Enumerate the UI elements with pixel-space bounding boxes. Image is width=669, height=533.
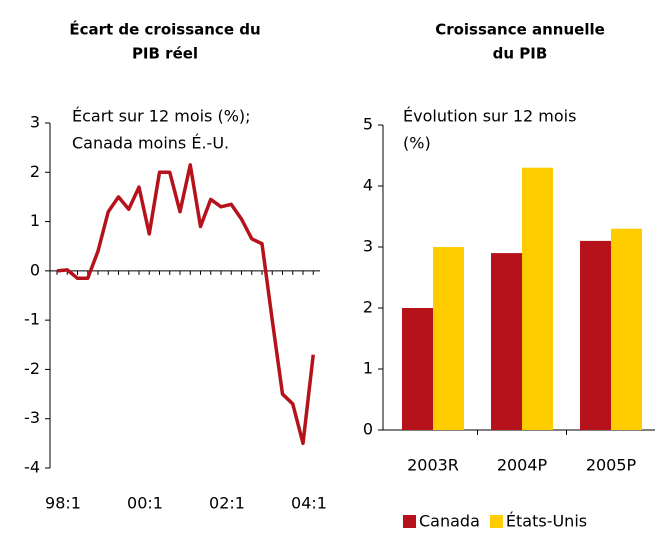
y-tick-label: 1	[30, 211, 40, 230]
x-tick-label: 02:1	[209, 494, 245, 513]
bar	[491, 253, 522, 430]
x-tick-label: 2004P	[497, 456, 548, 475]
annotation: (%)	[403, 134, 431, 153]
legend-swatch	[489, 515, 503, 528]
bar	[402, 308, 433, 430]
y-tick-label: 5	[363, 115, 373, 134]
y-tick-label: 2	[30, 162, 40, 181]
x-tick-label: 04:1	[291, 494, 327, 513]
bar	[433, 247, 464, 430]
annotation: Canada moins É.-U.	[72, 134, 229, 153]
y-tick-label: -1	[24, 310, 40, 329]
y-tick-label: 3	[363, 237, 373, 256]
bar	[611, 228, 642, 430]
x-tick-label: 00:1	[127, 494, 163, 513]
y-tick-label: -4	[24, 458, 40, 477]
y-tick-label: -3	[24, 408, 40, 427]
x-tick-label: 2003R	[407, 456, 459, 475]
y-tick-label: 4	[363, 176, 373, 195]
chart-title: Croissance annuelle	[435, 21, 605, 39]
y-tick-label: 1	[363, 359, 373, 378]
chart-title: Écart de croissance du	[69, 20, 260, 39]
y-tick-label: 0	[363, 420, 373, 439]
y-tick-label: 0	[30, 260, 40, 279]
bar	[522, 167, 553, 430]
y-tick-label: 2	[363, 298, 373, 317]
annotation: Évolution sur 12 mois	[403, 107, 576, 126]
legend-label: États-Unis	[506, 512, 587, 531]
legend-swatch	[403, 515, 416, 528]
line-series	[56, 163, 315, 446]
annotation: Écart sur 12 mois (%);	[72, 107, 251, 126]
legend-label: Canada	[419, 512, 480, 531]
y-tick-label: 3	[30, 113, 40, 132]
x-tick-label: 98:1	[45, 494, 81, 513]
chart-title: du PIB	[493, 45, 548, 63]
bar	[580, 240, 611, 430]
chart-title: PIB réel	[132, 45, 198, 63]
y-tick-label: -2	[24, 359, 40, 378]
x-tick-label: 2005P	[586, 456, 637, 475]
